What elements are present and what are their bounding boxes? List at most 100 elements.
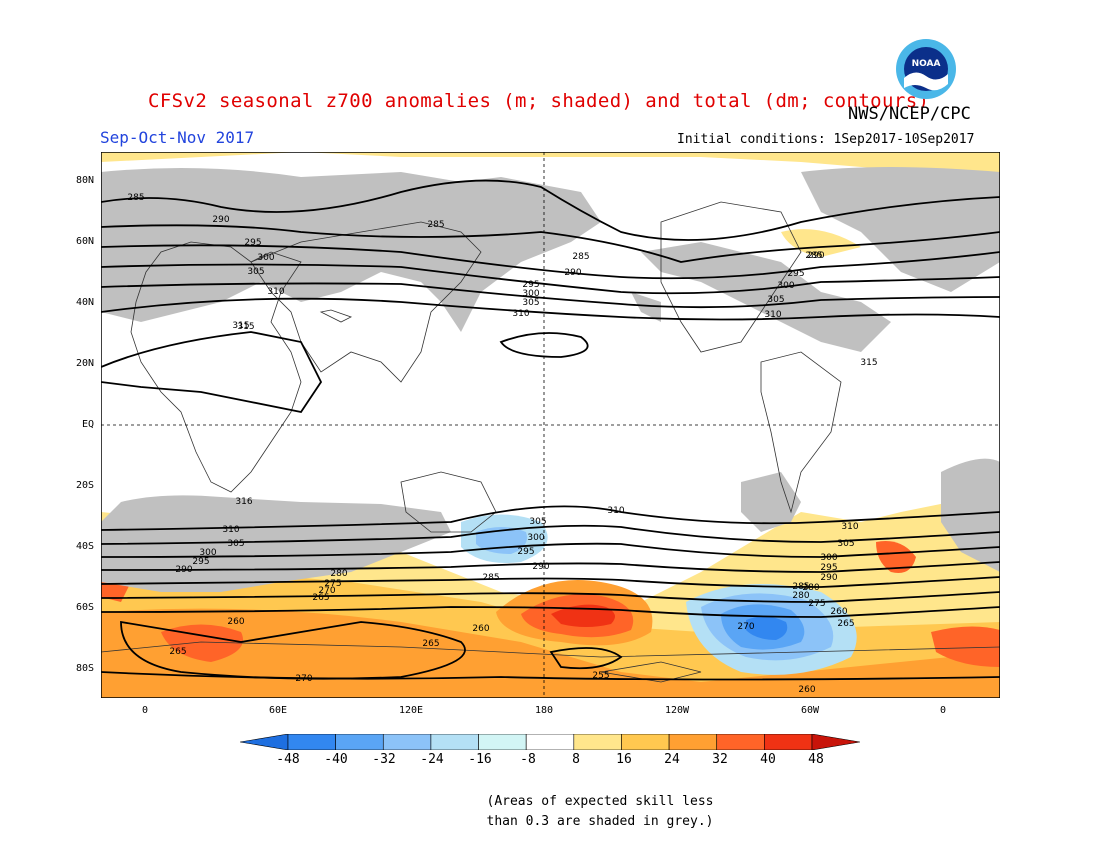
svg-text:310: 310 — [841, 522, 858, 532]
colorbar-arrow-low — [240, 734, 289, 750]
colorbar-tick: 40 — [760, 752, 776, 767]
colorbar-tick: 16 — [616, 752, 632, 767]
svg-text:280: 280 — [792, 591, 809, 601]
svg-text:295: 295 — [192, 557, 209, 567]
svg-text:315: 315 — [232, 321, 249, 331]
svg-text:290: 290 — [175, 565, 192, 575]
colorbar-swatch — [716, 734, 765, 750]
svg-text:260: 260 — [472, 624, 489, 634]
lat-label: 20S — [75, 480, 94, 491]
svg-text:305: 305 — [247, 267, 264, 277]
lat-label: 20N — [75, 358, 94, 369]
svg-text:290: 290 — [820, 573, 837, 583]
lon-label: 120E — [398, 705, 424, 716]
svg-text:285: 285 — [805, 251, 822, 261]
colorbar — [240, 734, 860, 750]
svg-text:295: 295 — [522, 280, 539, 290]
colorbar-arrow-high — [811, 734, 860, 750]
svg-text:260: 260 — [227, 617, 244, 627]
svg-text:265: 265 — [169, 647, 186, 657]
colorbar-tick: -32 — [372, 752, 396, 767]
coastlines — [101, 201, 1000, 683]
lon-label: 60E — [268, 705, 288, 716]
colorbar-swatch — [573, 734, 622, 750]
lon-label: 60W — [800, 705, 820, 716]
lat-label: 60N — [75, 236, 94, 247]
skill-note-line: than 0.3 are shaded in grey.) — [486, 814, 714, 829]
svg-text:305: 305 — [837, 539, 854, 549]
svg-text:265: 265 — [837, 619, 854, 629]
svg-text:300: 300 — [777, 281, 794, 291]
colorbar-tick: -16 — [468, 752, 492, 767]
svg-text:285: 285 — [572, 252, 589, 262]
colorbar-swatch — [382, 734, 432, 750]
lat-label: 80N — [75, 175, 94, 186]
colorbar-tick: -24 — [420, 752, 444, 767]
colorbar-swatch — [335, 734, 384, 750]
svg-text:290: 290 — [807, 251, 824, 261]
lon-label: 180 — [534, 705, 554, 716]
lat-label: EQ — [81, 419, 94, 430]
svg-text:300: 300 — [527, 533, 544, 543]
colorbar-tick: 32 — [712, 752, 728, 767]
colorbar-swatch — [668, 734, 718, 750]
colorbar-swatch — [430, 734, 479, 750]
colorbar-swatch — [525, 734, 575, 750]
svg-text:305: 305 — [767, 295, 784, 305]
initial-conditions-label: Initial conditions: 1Sep2017-10Sep2017 — [677, 132, 975, 147]
svg-text:295: 295 — [517, 547, 534, 557]
svg-text:270: 270 — [295, 674, 312, 684]
lon-label: 0 — [141, 705, 149, 716]
svg-text:295: 295 — [244, 238, 261, 248]
svg-text:270: 270 — [737, 622, 754, 632]
lat-label: 40N — [75, 297, 94, 308]
svg-text:280: 280 — [330, 569, 347, 579]
colorbar-tick: -48 — [276, 752, 300, 767]
skill-note: (Areas of expected skill less than 0.3 a… — [470, 792, 730, 832]
svg-text:310: 310 — [607, 506, 624, 516]
chart-title: CFSv2 seasonal z700 anomalies (m; shaded… — [148, 90, 930, 112]
anomaly-map: 285 290 295 300 305 310 315 285 285 290 … — [101, 152, 1000, 698]
colorbar-swatch — [621, 734, 670, 750]
svg-text:265: 265 — [312, 593, 329, 603]
colorbar-tick: 8 — [572, 752, 580, 767]
svg-text:310: 310 — [512, 309, 529, 319]
colorbar-swatch — [478, 734, 527, 750]
svg-text:290: 290 — [532, 562, 549, 572]
svg-text:295: 295 — [820, 563, 837, 573]
noaa-logo: NOAA — [896, 39, 956, 99]
source-label: NWS/NCEP/CPC — [848, 104, 971, 124]
svg-text:295: 295 — [787, 269, 804, 279]
svg-text:265: 265 — [422, 639, 439, 649]
svg-text:305: 305 — [522, 298, 539, 308]
svg-text:300: 300 — [199, 548, 216, 558]
svg-text:255: 255 — [592, 671, 609, 681]
svg-text:316: 316 — [235, 497, 252, 507]
lat-label: 80S — [75, 663, 94, 674]
colorbar-tick: -8 — [520, 752, 536, 767]
svg-text:300: 300 — [522, 289, 539, 299]
lat-label: 40S — [75, 541, 94, 552]
colorbar-swatch — [287, 734, 336, 750]
svg-text:285: 285 — [427, 220, 444, 230]
height-contours — [101, 179, 1000, 681]
season-label: Sep-Oct-Nov 2017 — [100, 128, 255, 147]
svg-text:285: 285 — [792, 582, 809, 592]
svg-text:260: 260 — [830, 607, 847, 617]
colorbar-tick: 24 — [664, 752, 680, 767]
svg-text:270: 270 — [318, 586, 335, 596]
colorbar-tick: -40 — [324, 752, 348, 767]
colorbar-tick: 48 — [808, 752, 824, 767]
lat-label: 60S — [75, 602, 94, 613]
svg-text:315: 315 — [237, 322, 254, 332]
lon-label: 120W — [664, 705, 690, 716]
colorbar-swatch — [764, 734, 813, 750]
svg-text:280: 280 — [802, 583, 819, 593]
svg-text:285: 285 — [127, 193, 144, 203]
contour-labels: 285 290 295 300 305 310 315 285 285 290 … — [127, 193, 877, 695]
svg-text:305: 305 — [227, 539, 244, 549]
skill-note-line: (Areas of expected skill less — [486, 794, 714, 809]
svg-text:275: 275 — [808, 599, 825, 609]
lon-label: 0 — [939, 705, 947, 716]
svg-text:310: 310 — [764, 310, 781, 320]
